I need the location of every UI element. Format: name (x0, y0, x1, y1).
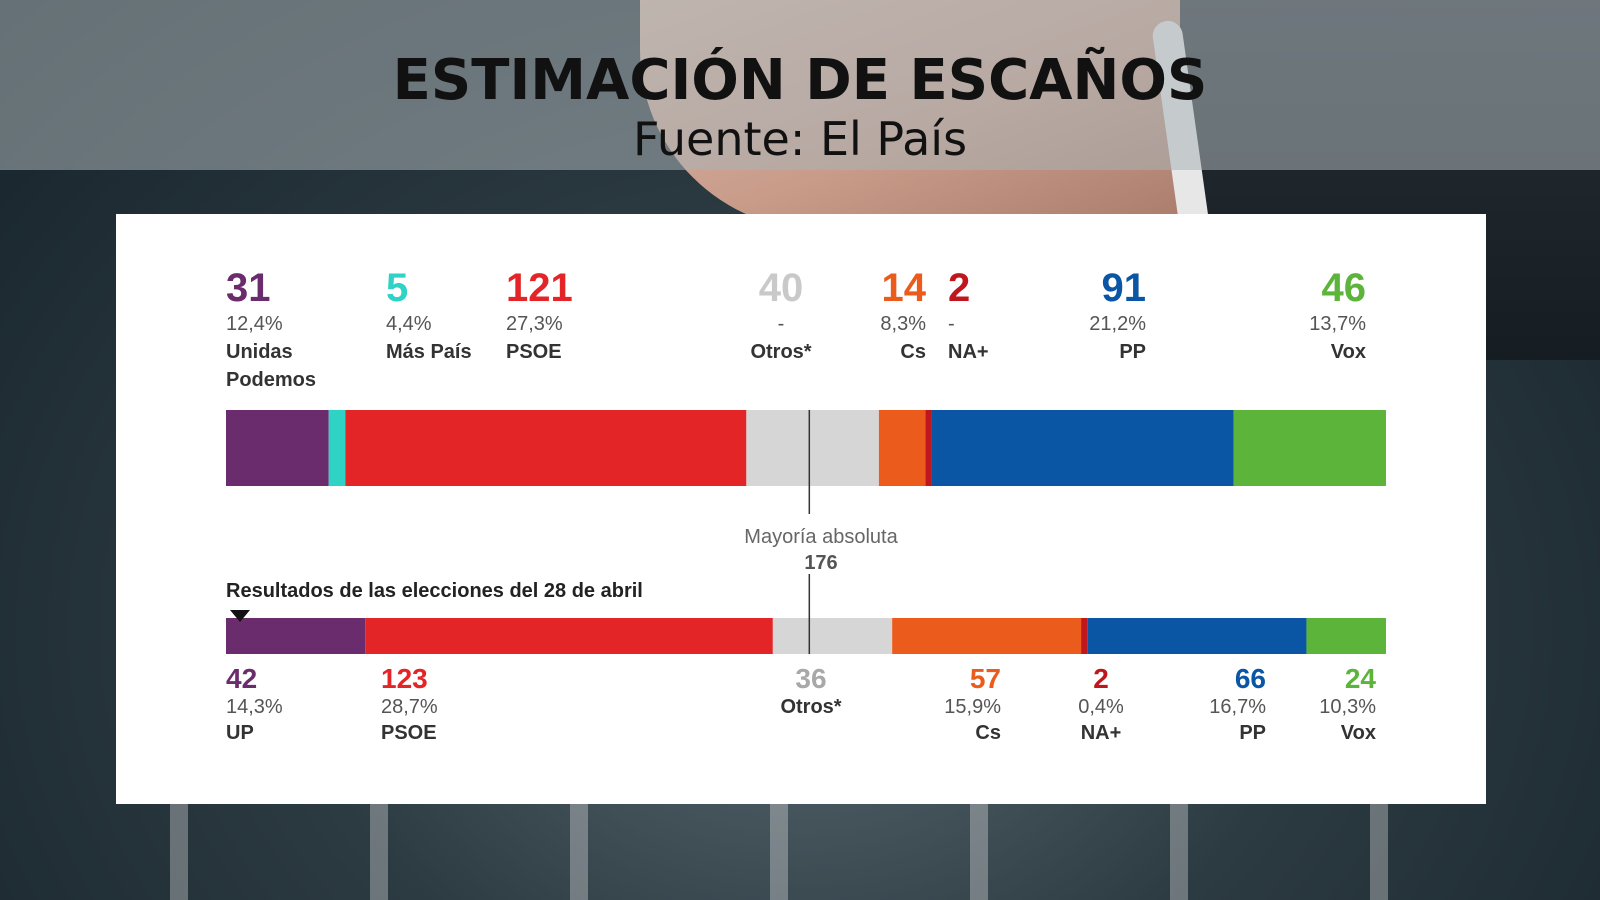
bar-segment-bottom-5 (1081, 618, 1088, 654)
party-name: NA+ (948, 341, 989, 363)
party-name: Unidas Podemos (226, 341, 317, 391)
party-name: PSOE (506, 341, 562, 363)
party-name: UP (226, 722, 254, 744)
party-name: PP (1119, 341, 1146, 363)
bar-segment-top-3 (345, 410, 747, 486)
bar-segment-bottom-1 (226, 618, 366, 654)
party-label-top-8: 46 13,7% Vox (1216, 266, 1366, 366)
vote-percent: 28,7% (381, 696, 438, 718)
vote-percent: 16,7% (1209, 696, 1266, 718)
party-label-top-3: 121 27,3% PSOE (506, 266, 656, 366)
bar-segment-bottom-4 (892, 618, 1082, 654)
seat-count: 40 (758, 266, 804, 310)
bar-segment-top-5 (878, 410, 926, 486)
vote-percent: - (948, 313, 955, 335)
vote-percent: 8,3% (880, 313, 926, 335)
seat-count: 5 (386, 266, 409, 310)
down-arrow-icon (230, 610, 250, 622)
party-label-top-6: 2 - NA+ (948, 266, 1098, 366)
party-name: Otros* (750, 341, 812, 363)
seat-count: 66 (1234, 663, 1266, 694)
party-label-bottom-2: 123 28,7% PSOE (381, 664, 531, 746)
seat-count: 91 (1101, 266, 1147, 310)
seat-count: 31 (226, 266, 271, 310)
bar-segment-bottom-7 (1306, 618, 1386, 654)
party-label-top-1: 31 12,4% Unidas Podemos (226, 266, 376, 394)
seat-count: 123 (381, 663, 428, 694)
majority-label: Mayoría absoluta (744, 526, 898, 548)
seat-count: 57 (969, 663, 1001, 694)
seat-count: 42 (226, 663, 258, 694)
vote-percent: 27,3% (506, 313, 563, 335)
bar-segment-top-8 (1233, 410, 1386, 486)
seat-count: 121 (506, 266, 573, 310)
party-label-bottom-3: 36 Otros* (736, 664, 886, 720)
party-label-bottom-7: 24 10,3% Vox (1226, 664, 1376, 746)
seat-count: 46 (1321, 266, 1367, 310)
party-name: Otros* (780, 696, 842, 718)
party-label-top-5: 14 8,3% Cs (776, 266, 926, 366)
bar-segment-top-4 (746, 410, 879, 486)
seat-count: 36 (795, 663, 827, 694)
party-name: Cs (975, 722, 1001, 744)
seat-count: 2 (1093, 663, 1109, 694)
vote-percent: 10,3% (1319, 696, 1376, 718)
party-label-bottom-6: 66 16,7% PP (1116, 664, 1266, 746)
majority-value: 176 (804, 552, 838, 574)
vote-percent: 12,4% (226, 313, 283, 335)
party-label-bottom-1: 42 14,3% UP (226, 664, 376, 746)
seat-bars (226, 410, 1386, 654)
vote-percent: 0,4% (1078, 696, 1124, 718)
vote-percent: - (777, 313, 785, 335)
background-posts (170, 800, 1450, 900)
party-name: Vox (1330, 341, 1366, 363)
bar-segment-top-7 (931, 410, 1234, 486)
previous-results-title: Resultados de las elecciones del 28 de a… (226, 580, 643, 602)
vote-percent: 21,2% (1089, 313, 1146, 335)
party-name: Vox (1340, 722, 1376, 744)
bar-segment-bottom-3 (772, 618, 893, 654)
party-label-bottom-4: 57 15,9% Cs (851, 664, 1001, 746)
chart-title: ESTIMACIÓN DE ESCAÑOS (392, 48, 1208, 113)
bar-segment-top-1 (226, 410, 329, 486)
party-label-top-2: 5 4,4% Más País (386, 266, 536, 366)
bar-segment-top-6 (925, 410, 932, 486)
bar-segment-bottom-6 (1087, 618, 1307, 654)
bar-segment-top-2 (328, 410, 346, 486)
party-name: NA+ (1080, 722, 1122, 744)
vote-percent: 4,4% (386, 313, 432, 335)
party-name: PSOE (381, 722, 437, 744)
vote-percent: 13,7% (1309, 313, 1366, 335)
party-label-bottom-5: 2 0,4% NA+ (1026, 664, 1176, 746)
bar-segment-bottom-2 (365, 618, 773, 654)
vote-percent: 14,3% (226, 696, 283, 718)
seat-count: 24 (1344, 663, 1376, 694)
party-name: Más País (386, 341, 472, 363)
party-name: PP (1239, 722, 1266, 744)
vote-percent: 15,9% (944, 696, 1001, 718)
chart-panel: 31 12,4% Unidas Podemos 5 4,4% Más País 121 27,… (116, 214, 1486, 804)
party-label-top-4: 40 - Otros* (706, 266, 856, 366)
title-band (0, 0, 1600, 170)
party-label-top-7: 91 21,2% PP (996, 266, 1146, 366)
seat-count: 2 (948, 266, 971, 310)
party-name: Cs (900, 341, 926, 363)
chart-subtitle: Fuente: El País (632, 112, 968, 166)
seat-count: 14 (881, 266, 927, 310)
